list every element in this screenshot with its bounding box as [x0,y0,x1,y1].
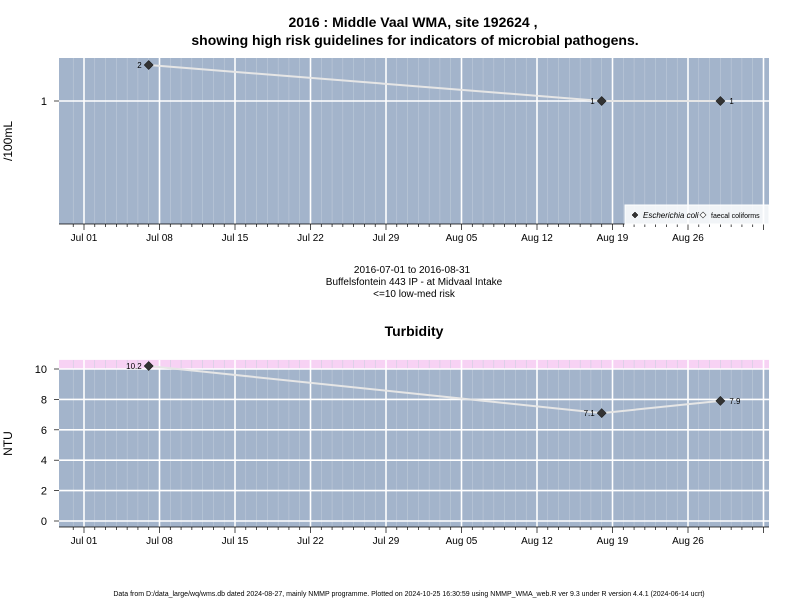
x-tick-label: Aug 26 [672,536,704,547]
y-tick-label: 8 [41,394,47,406]
footer-note: Data from D:/data_large/wq/wms.db dated … [113,591,704,598]
legend-marker-ecoli [631,211,639,219]
x-tick-label: Aug 19 [597,233,629,244]
plot-area [59,58,769,224]
y-tick-label: 6 [41,425,47,437]
data-label: 7.1 [584,409,596,418]
x-tick-label: Aug 12 [521,233,553,244]
turbidity-title: Turbidity [385,323,444,339]
x-tick-label: Aug 26 [672,233,704,244]
x-tick-label: Jul 15 [222,233,249,244]
x-tick-label: Jul 29 [373,536,400,547]
x-tick-label: Jul 15 [222,536,249,547]
data-point [596,408,607,418]
x-tick-label: Aug 05 [446,536,478,547]
y-axis-label: NTU [1,431,15,456]
data-label: 2 [137,61,142,70]
data-label: 1 [590,97,595,106]
y-tick-label: 2 [41,486,47,498]
title-line1: 2016 : Middle Vaal WMA, site 192624 , [289,14,538,30]
date-range-caption: 2016-07-01 to 2016-08-31 Buffelsfontein … [326,265,503,300]
x-tick-label: Jul 22 [297,536,324,547]
data-label: 1 [729,97,734,106]
x-tick-label: Jul 08 [146,233,173,244]
x-tick-label: Jul 01 [71,233,98,244]
turbidity-chart-panel: Jul 01 Jul 08 Jul 15 Jul 22 Jul 29 Aug 05 Aug … [1,359,769,547]
data-point [596,96,607,106]
y-axis-label: /100mL [1,121,15,161]
x-tick-label: Aug 19 [597,536,629,547]
legend-marker-faecal [699,211,707,219]
x-tick-label: Jul 22 [297,233,324,244]
data-label: 10.2 [126,362,142,371]
x-tick-label: Jul 08 [146,536,173,547]
risk-band [59,359,769,369]
y-tick-label: 0 [41,516,47,528]
x-tick-label: Aug 05 [446,233,478,244]
x-tick-label: Jul 29 [373,233,400,244]
legend-label-ecoli: Escherichia coli [643,211,699,220]
x-tick-label: Aug 12 [521,536,553,547]
data-label: 7.9 [729,397,741,406]
legend-label-faecal: faecal coliforms [711,213,760,220]
legend: Escherichia coli faecal coliforms [624,204,770,225]
caption-risk: <=10 low-med risk [373,289,456,300]
figure-title: 2016 : Middle Vaal WMA, site 192624 , sh… [191,14,638,48]
y-tick-label: 4 [41,455,47,467]
caption-date-range: 2016-07-01 to 2016-08-31 [354,265,471,276]
y-tick-label: 10 [35,364,47,376]
caption-site: Buffelsfontein 443 IP - at Midvaal Intak… [326,277,503,288]
legend-box [624,204,770,225]
ecoli-chart-panel: Jul 01 Jul 08 Jul 15 Jul 22 Jul 29 Aug 05 Aug … [1,58,770,244]
plot-area [59,360,769,527]
data-point [143,60,154,70]
x-tick-label: Jul 01 [71,536,98,547]
title-line2: showing high risk guidelines for indicat… [191,32,638,48]
data-point [715,396,726,406]
data-point [143,361,154,371]
y-tick-label: 1 [41,96,47,108]
data-point [715,96,726,106]
